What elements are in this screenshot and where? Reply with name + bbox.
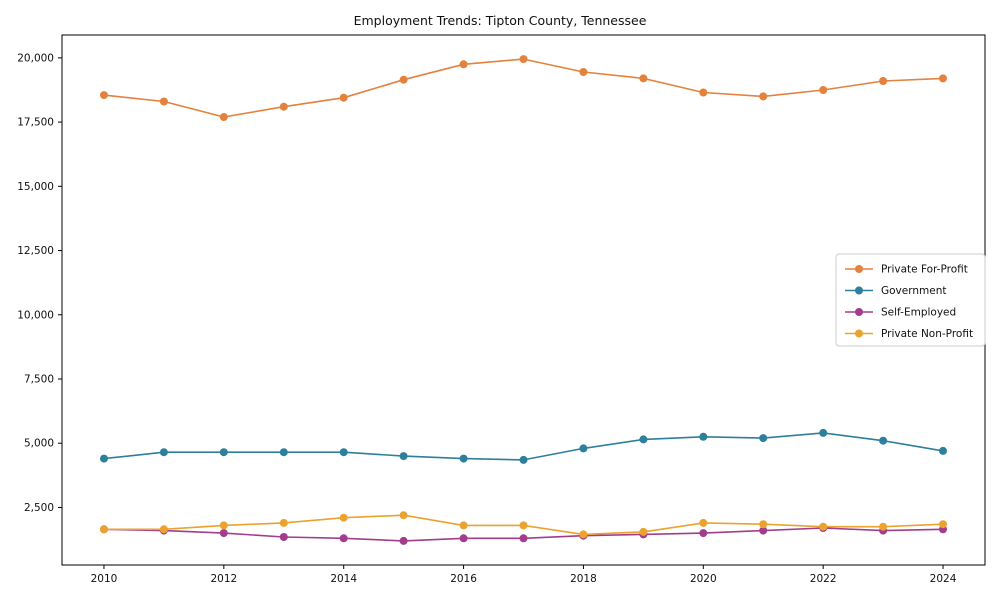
series-marker-private-for-profit bbox=[219, 113, 228, 121]
series-marker-private-non-profit bbox=[759, 520, 768, 529]
series-marker-private-non-profit bbox=[879, 522, 888, 531]
series-marker-private-for-profit bbox=[819, 86, 828, 94]
x-tick-label: 2024 bbox=[930, 573, 957, 585]
series-marker-private-for-profit bbox=[939, 74, 947, 83]
series-marker-private-for-profit bbox=[759, 92, 768, 101]
series-marker-government bbox=[159, 448, 168, 457]
y-tick-label: 15,000 bbox=[17, 181, 54, 193]
y-tick-label: 17,500 bbox=[17, 117, 54, 129]
series-marker-self-employed bbox=[399, 536, 408, 545]
legend-marker-government bbox=[855, 286, 863, 295]
series-marker-government bbox=[279, 448, 288, 457]
series-marker-private-for-profit bbox=[699, 88, 708, 97]
legend-marker-private-non-profit bbox=[855, 329, 863, 338]
x-tick-label: 2012 bbox=[210, 573, 237, 585]
series-marker-government bbox=[219, 448, 228, 457]
x-tick-label: 2020 bbox=[690, 573, 717, 585]
x-tick-label: 2014 bbox=[330, 573, 357, 585]
series-marker-private-for-profit bbox=[459, 60, 468, 69]
series-marker-self-employed bbox=[339, 534, 348, 543]
series-marker-private-non-profit bbox=[699, 518, 708, 527]
series-marker-private-non-profit bbox=[100, 525, 108, 534]
legend-label-private-non-profit: Private Non-Profit bbox=[881, 328, 973, 340]
y-tick-label: 5,000 bbox=[24, 438, 54, 450]
series-marker-private-non-profit bbox=[219, 521, 228, 530]
series-marker-government bbox=[699, 432, 708, 441]
series-marker-self-employed bbox=[219, 529, 228, 538]
series-marker-private-for-profit bbox=[519, 55, 528, 64]
series-marker-government bbox=[759, 434, 768, 443]
y-tick-label: 10,000 bbox=[17, 309, 54, 321]
series-marker-private-non-profit bbox=[399, 511, 408, 520]
series-marker-private-non-profit bbox=[159, 525, 168, 534]
series-marker-private-for-profit bbox=[399, 75, 408, 84]
series-marker-private-for-profit bbox=[579, 68, 588, 76]
series-marker-self-employed bbox=[759, 526, 768, 535]
x-tick-label: 2016 bbox=[450, 573, 477, 585]
series-marker-private-non-profit bbox=[459, 521, 468, 530]
series-marker-self-employed bbox=[699, 529, 708, 538]
legend-marker-private-for-profit bbox=[855, 265, 863, 273]
x-tick-label: 2010 bbox=[91, 573, 118, 585]
series-line-government bbox=[103, 432, 944, 461]
y-tick-label: 20,000 bbox=[17, 52, 54, 64]
series-marker-private-non-profit bbox=[939, 520, 947, 529]
series-marker-private-non-profit bbox=[819, 522, 828, 531]
series-marker-government bbox=[100, 454, 108, 463]
series-line-private-for-profit bbox=[103, 58, 944, 118]
series-marker-private-for-profit bbox=[639, 74, 648, 83]
series-marker-government bbox=[399, 452, 408, 461]
legend-label-private-for-profit: Private For-Profit bbox=[881, 264, 968, 276]
y-tick-label: 2,500 bbox=[24, 502, 54, 514]
series-marker-government bbox=[519, 455, 528, 464]
series-marker-private-non-profit bbox=[579, 530, 588, 539]
legend-label-government: Government bbox=[881, 285, 946, 297]
y-tick-label: 12,500 bbox=[17, 245, 54, 257]
series-marker-government bbox=[939, 446, 947, 455]
series-marker-government bbox=[579, 444, 588, 453]
series-marker-private-non-profit bbox=[279, 518, 288, 527]
series-marker-government bbox=[639, 435, 648, 444]
x-tick-label: 2022 bbox=[810, 573, 837, 585]
series-marker-government bbox=[459, 454, 468, 463]
x-tick-label: 2018 bbox=[570, 573, 597, 585]
series-marker-private-for-profit bbox=[279, 102, 288, 111]
series-marker-government bbox=[819, 428, 828, 437]
series-marker-government bbox=[339, 448, 348, 457]
legend-label-self-employed: Self-Employed bbox=[881, 307, 956, 319]
series-marker-private-for-profit bbox=[100, 91, 108, 100]
series-marker-self-employed bbox=[279, 533, 288, 541]
series-marker-private-for-profit bbox=[159, 97, 168, 106]
legend-marker-self-employed bbox=[855, 308, 863, 316]
legend-box bbox=[835, 253, 986, 347]
y-tick-label: 7,500 bbox=[24, 373, 54, 385]
series-marker-private-for-profit bbox=[879, 77, 888, 85]
series-marker-private-non-profit bbox=[639, 527, 648, 536]
series-marker-self-employed bbox=[519, 534, 528, 543]
series-marker-self-employed bbox=[459, 534, 468, 543]
series-marker-private-for-profit bbox=[339, 93, 348, 102]
series-marker-government bbox=[879, 436, 888, 445]
series-marker-private-non-profit bbox=[339, 513, 348, 522]
series-marker-private-non-profit bbox=[519, 521, 528, 530]
